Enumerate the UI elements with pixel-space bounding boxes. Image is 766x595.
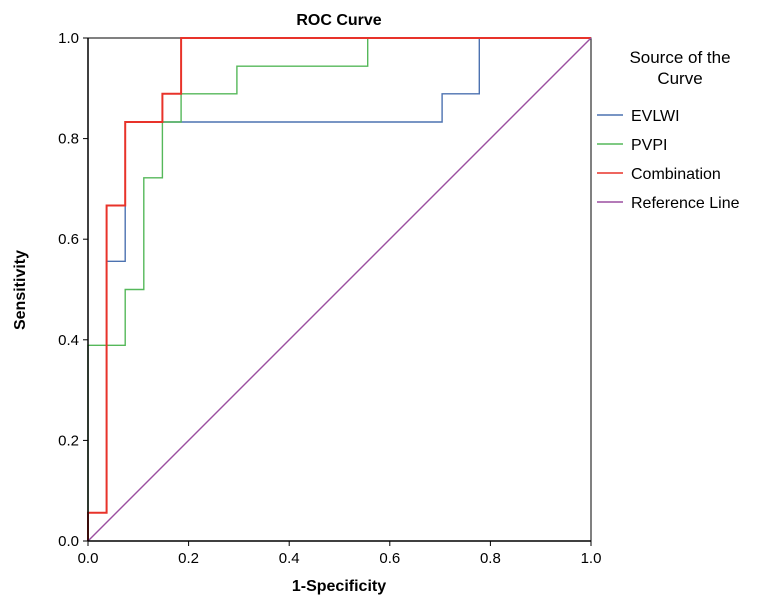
y-tick-label: 0.4 [58, 332, 79, 349]
x-tick-label: 0.6 [379, 550, 400, 567]
series-line-reference-line [87, 37, 592, 542]
series-line-combination [87, 37, 591, 541]
legend-label-combination: Combination [631, 166, 721, 183]
legend-label-reference-line: Reference Line [631, 195, 740, 212]
x-tick-label: 1.0 [581, 550, 602, 567]
y-tick-label: 0.6 [58, 231, 79, 248]
y-tick-label: 1.0 [58, 30, 79, 47]
legend: Source of the Curve EVLWI PVPI Combination… [597, 48, 740, 212]
legend-label-pvpi: PVPI [631, 137, 667, 154]
x-axis-label: 1-Specificity [292, 578, 386, 595]
series-layer [87, 37, 592, 542]
y-tick-label: 0.8 [58, 131, 79, 148]
legend-title-line-1: Source of the [629, 48, 730, 67]
legend-label-evlwi: EVLWI [631, 108, 680, 125]
x-tick-label: 0.8 [480, 550, 501, 567]
chart-title: ROC Curve [296, 12, 381, 29]
x-tick-label: 0.0 [78, 550, 99, 567]
y-tick-label: 0.2 [58, 432, 79, 449]
y-axis-label: Sensitivity [12, 250, 29, 330]
x-tick-label: 0.2 [178, 550, 199, 567]
y-tick-label: 0.0 [58, 533, 79, 550]
x-tick-label: 0.4 [279, 550, 300, 567]
tick-layer: 0.0 0.2 0.4 0.6 0.8 1.0 0.0 0.2 0.4 0.6 0.8 1.0 [58, 30, 601, 567]
legend-title-line-2: Curve [657, 69, 702, 88]
